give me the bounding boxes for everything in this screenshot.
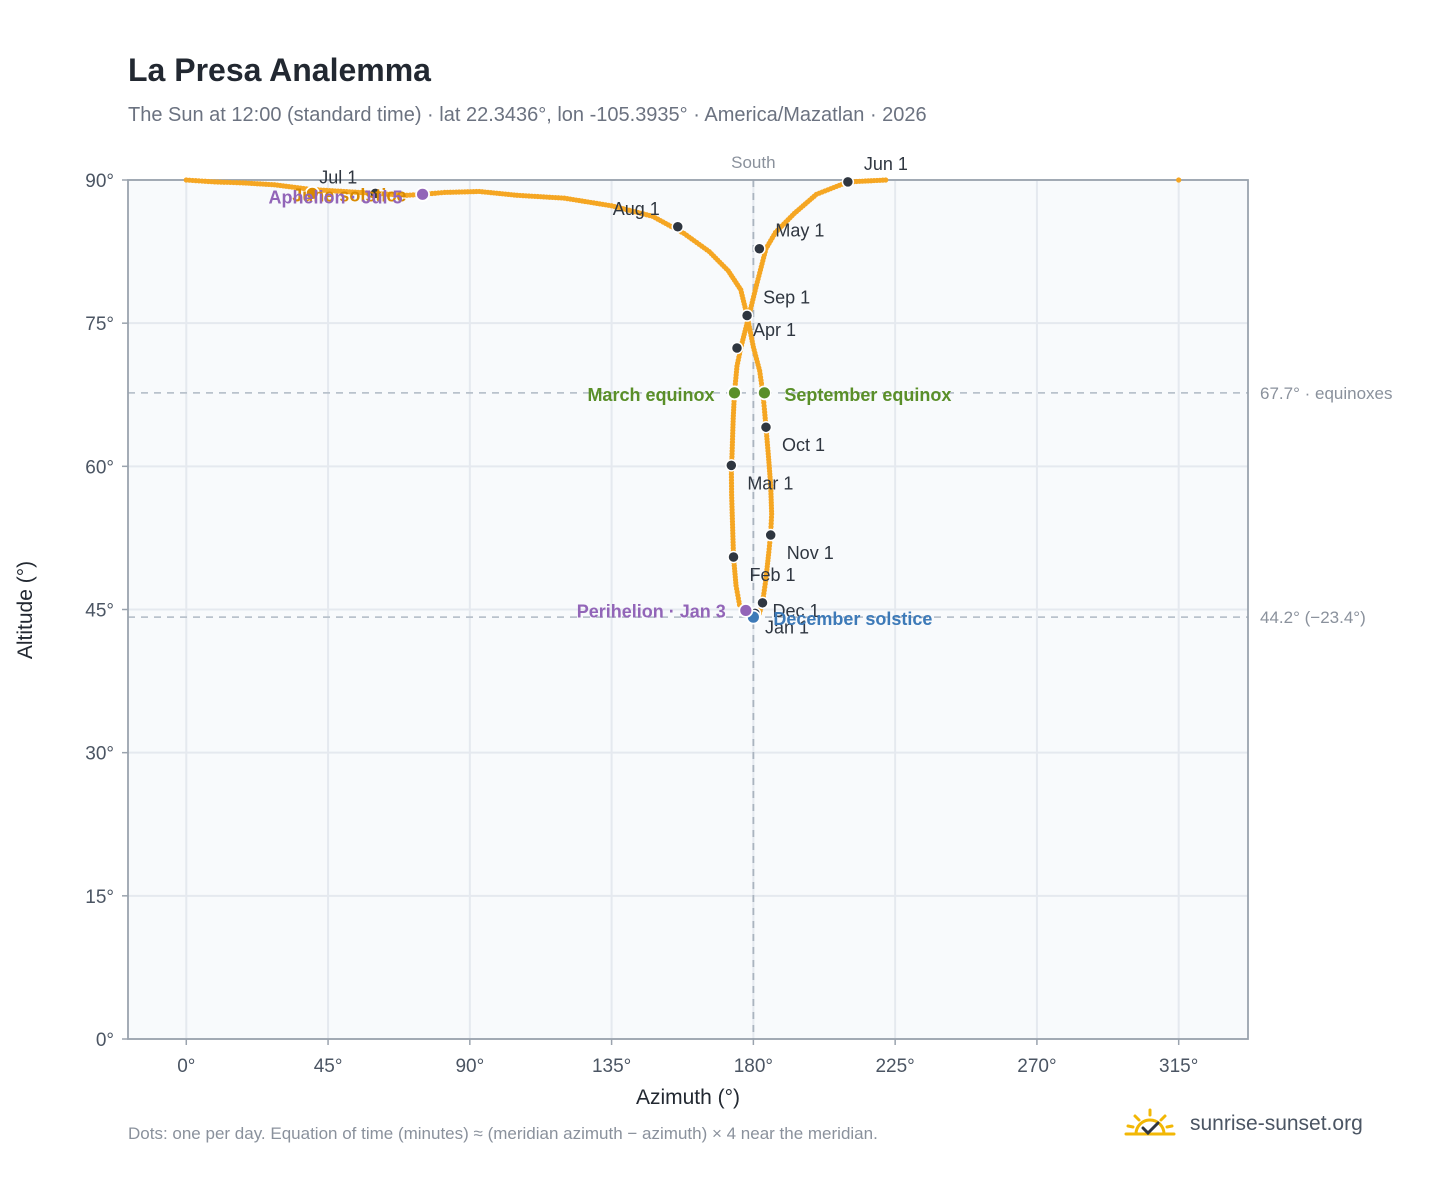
month-marker [756, 596, 769, 610]
month-label: Jan 1 [765, 617, 809, 637]
reference-line-label: 67.7° · equinoxes [1260, 384, 1393, 403]
event-label: Aphelion · Jul 5 [269, 187, 403, 207]
event-marker [756, 385, 772, 401]
event-marker [304, 185, 320, 201]
month-marker [369, 187, 382, 200]
event-marker [738, 603, 754, 618]
footnote: Dots: one per day. Equation of time (min… [128, 1124, 878, 1143]
event-label: March equinox [587, 385, 714, 405]
month-marker [841, 175, 855, 189]
x-tick-label: 180° [734, 1056, 773, 1077]
month-label: Feb 1 [750, 565, 796, 585]
month-marker [727, 550, 740, 564]
month-label: Apr 1 [753, 320, 796, 340]
event-label: September equinox [784, 385, 951, 405]
chart-title: La Presa Analemma [128, 52, 431, 88]
y-tick-label: 30° [85, 744, 114, 765]
event-label: Perihelion · Jan 3 [577, 601, 726, 621]
y-axis-title: Altitude (°) [14, 561, 37, 659]
x-tick-label: 270° [1017, 1056, 1056, 1077]
event-marker [727, 385, 742, 401]
x-tick-label: 135° [592, 1056, 631, 1077]
y-tick-label: 60° [85, 457, 114, 478]
month-marker [753, 242, 766, 255]
month-label: Oct 1 [782, 435, 825, 455]
month-label: Aug 1 [613, 199, 660, 219]
brand-name: sunrise-sunset.org [1190, 1112, 1363, 1135]
y-tick-label: 45° [85, 601, 114, 622]
x-tick-label: 315° [1159, 1056, 1198, 1077]
month-label: Jul 1 [319, 167, 357, 187]
daily-dot [1176, 177, 1182, 183]
month-label: Jun 1 [864, 154, 908, 174]
month-marker [759, 420, 773, 434]
reference-line-label: 44.2° (−23.4°) [1260, 608, 1366, 627]
month-label: Nov 1 [787, 543, 834, 563]
event-label: June solstice [292, 185, 406, 205]
brand[interactable]: sunrise-sunset.org [1120, 1100, 1400, 1148]
y-tick-label: 15° [85, 887, 114, 908]
sun-icon [1124, 1108, 1176, 1136]
month-marker [671, 220, 685, 234]
month-marker [730, 341, 744, 355]
x-tick-label: 225° [875, 1056, 914, 1077]
month-label: Sep 1 [763, 288, 810, 308]
chart-subtitle: The Sun at 12:00 (standard time) · lat 2… [128, 104, 927, 126]
month-label: May 1 [775, 221, 824, 241]
x-tick-label: 45° [314, 1056, 343, 1077]
month-marker [725, 459, 738, 472]
x-tick-label: 0° [177, 1056, 195, 1077]
month-marker [740, 309, 754, 322]
month-marker [764, 528, 777, 542]
x-axis-title: Azimuth (°) [636, 1086, 740, 1109]
event-label: December solstice [773, 609, 932, 629]
event-marker [415, 186, 430, 202]
y-tick-label: 0° [96, 1030, 114, 1051]
x-tick-label: 90° [455, 1056, 484, 1077]
daily-dot [183, 177, 189, 183]
meridian-label: South [731, 153, 775, 172]
y-tick-label: 75° [85, 314, 114, 335]
month-label: Dec 1 [773, 601, 820, 621]
y-tick-label: 90° [85, 171, 114, 192]
month-label: Mar 1 [747, 473, 793, 493]
